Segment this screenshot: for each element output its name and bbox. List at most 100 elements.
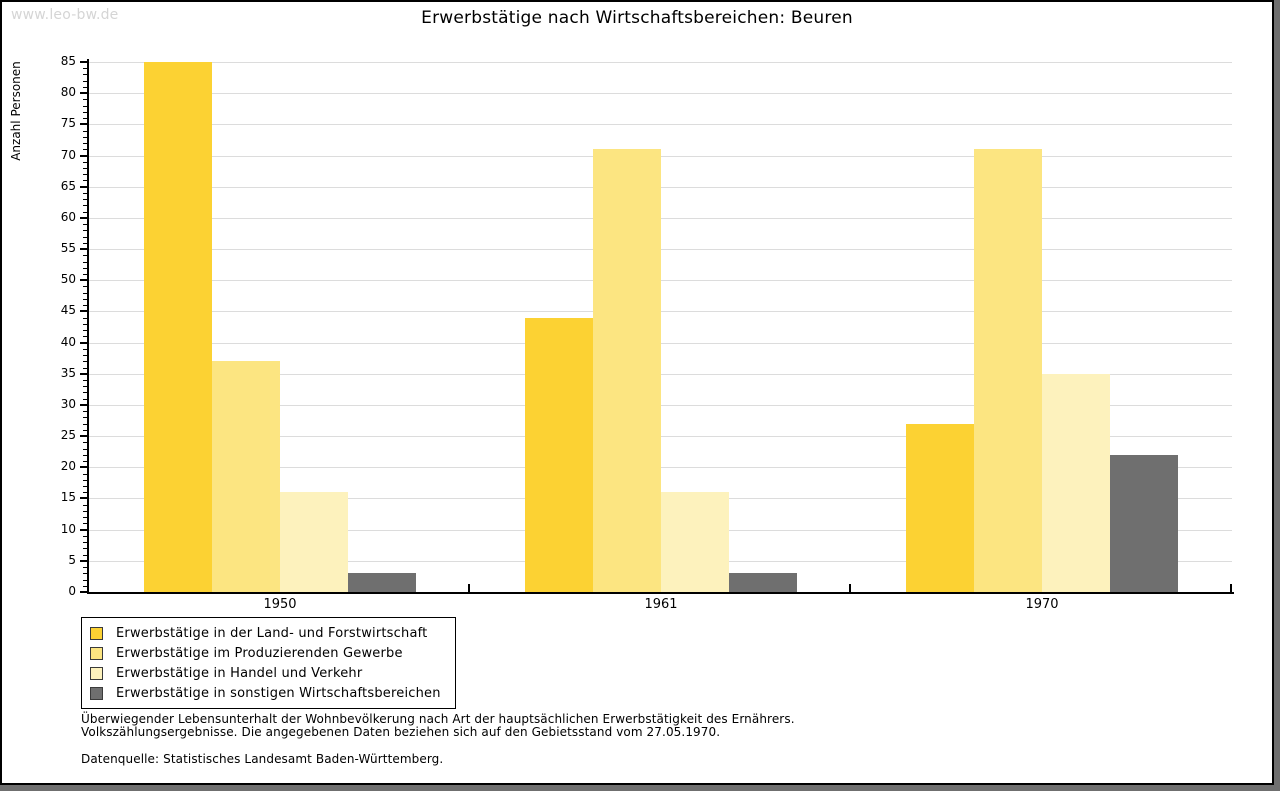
legend-swatch — [90, 666, 103, 680]
y-axis-minor-tick — [83, 424, 87, 425]
plot-area: 1950 1961 1970 0 5 10 15 20 25 30 35 40 45 50 55 60 65 70… — [2, 2, 1272, 783]
y-axis-minor-tick — [83, 224, 87, 225]
y-tick-label: 15 — [60, 490, 76, 504]
y-axis-minor-tick — [83, 174, 87, 175]
category-label: 1950 — [263, 597, 297, 612]
y-tick-label: 10 — [60, 522, 76, 536]
y-axis-minor-tick — [83, 74, 87, 75]
y-tick-label: 25 — [60, 428, 76, 442]
y-axis-minor-tick — [83, 386, 87, 387]
y-axis-minor-tick — [83, 486, 87, 487]
y-axis-major-tick — [80, 279, 87, 281]
gridline — [89, 62, 1232, 63]
x-axis-tick — [1230, 584, 1232, 592]
bar — [661, 492, 729, 592]
y-axis-minor-tick — [83, 580, 87, 581]
y-axis-minor-tick — [83, 199, 87, 200]
bar — [144, 62, 212, 592]
y-tick-label: 35 — [60, 366, 76, 380]
footer-source: Datenquelle: Statistisches Landesamt Bad… — [81, 752, 444, 766]
chart-title: Erwerbstätige nach Wirtschaftsbereichen:… — [421, 8, 853, 28]
y-axis-minor-tick — [83, 230, 87, 231]
bar — [1110, 455, 1178, 592]
y-axis-minor-tick — [83, 131, 87, 132]
legend-item-label: Erwerbstätige im Produzierenden Gewerbe — [116, 645, 403, 661]
bar — [1042, 374, 1110, 592]
y-tick-label: 0 — [68, 584, 76, 598]
y-axis-minor-tick — [83, 505, 87, 506]
y-tick-label: 55 — [60, 241, 76, 255]
y-axis-minor-tick — [83, 68, 87, 69]
y-axis-minor-tick — [83, 417, 87, 418]
bar — [593, 149, 661, 592]
y-axis-minor-tick — [83, 567, 87, 568]
y-tick-label: 45 — [60, 303, 76, 317]
y-tick-label: 20 — [60, 459, 76, 473]
y-axis-major-tick — [80, 404, 87, 406]
y-axis-minor-tick — [83, 162, 87, 163]
bar — [906, 424, 974, 592]
y-axis-major-tick — [80, 373, 87, 375]
y-axis-minor-tick — [83, 262, 87, 263]
y-axis-minor-tick — [83, 455, 87, 456]
y-axis-major-tick — [80, 248, 87, 250]
gridline — [89, 93, 1232, 94]
legend-swatch — [90, 646, 103, 660]
y-tick-label: 5 — [68, 553, 76, 567]
category-label: 1970 — [1025, 597, 1059, 612]
y-axis-minor-tick — [83, 355, 87, 356]
legend-item-label: Erwerbstätige in sonstigen Wirtschaftsbe… — [116, 685, 441, 701]
y-axis-minor-tick — [83, 380, 87, 381]
y-axis-minor-tick — [83, 511, 87, 512]
y-tick-label: 30 — [60, 397, 76, 411]
footer: Überwiegender Lebensunterhalt der Wohnbe… — [81, 713, 795, 766]
y-axis-minor-tick — [83, 361, 87, 362]
y-axis-minor-tick — [83, 449, 87, 450]
footer-note-line-1: Überwiegender Lebensunterhalt der Wohnbe… — [81, 712, 795, 726]
y-axis-major-tick — [80, 155, 87, 157]
footer-note-line-2: Volkszählungsergebnisse. Die angegebenen… — [81, 725, 721, 739]
y-axis-major-tick — [80, 342, 87, 344]
x-axis-line — [87, 592, 1234, 594]
legend-item: Erwerbstätige in sonstigen Wirtschaftsbe… — [90, 683, 441, 703]
y-tick-label: 50 — [60, 272, 76, 286]
y-axis-minor-tick — [83, 474, 87, 475]
watermark: www.leo-bw.de — [11, 7, 119, 23]
y-tick-label: 40 — [60, 335, 76, 349]
y-axis-minor-tick — [83, 268, 87, 269]
y-axis-minor-tick — [83, 212, 87, 213]
y-axis-minor-tick — [83, 430, 87, 431]
y-axis-minor-tick — [83, 137, 87, 138]
y-axis-minor-tick — [83, 492, 87, 493]
y-axis-major-tick — [80, 497, 87, 499]
y-tick-label: 75 — [60, 116, 76, 130]
y-axis-minor-tick — [83, 392, 87, 393]
y-axis-line — [87, 59, 89, 594]
y-axis-minor-tick — [83, 168, 87, 169]
y-axis-minor-tick — [83, 149, 87, 150]
y-axis-minor-tick — [83, 255, 87, 256]
y-axis-minor-tick — [83, 243, 87, 244]
y-tick-label: 60 — [60, 210, 76, 224]
y-axis-minor-tick — [83, 143, 87, 144]
y-axis-minor-tick — [83, 305, 87, 306]
legend-item: Erwerbstätige in Handel und Verkehr — [90, 663, 441, 683]
bar — [525, 318, 593, 592]
y-axis-major-tick — [80, 529, 87, 531]
y-axis-minor-tick — [83, 293, 87, 294]
y-axis-minor-tick — [83, 193, 87, 194]
y-axis-major-tick — [80, 92, 87, 94]
y-axis-minor-tick — [83, 87, 87, 88]
x-axis-tick — [849, 584, 851, 592]
legend-item: Erwerbstätige im Produzierenden Gewerbe — [90, 643, 441, 663]
y-axis-minor-tick — [83, 324, 87, 325]
y-axis-major-tick — [80, 560, 87, 562]
y-axis-major-tick — [80, 591, 87, 593]
y-axis-minor-tick — [83, 399, 87, 400]
y-axis-minor-tick — [83, 586, 87, 587]
legend-item-label: Erwerbstätige in Handel und Verkehr — [116, 665, 363, 681]
y-axis-minor-tick — [83, 112, 87, 113]
y-axis-minor-tick — [83, 548, 87, 549]
y-tick-label: 65 — [60, 179, 76, 193]
